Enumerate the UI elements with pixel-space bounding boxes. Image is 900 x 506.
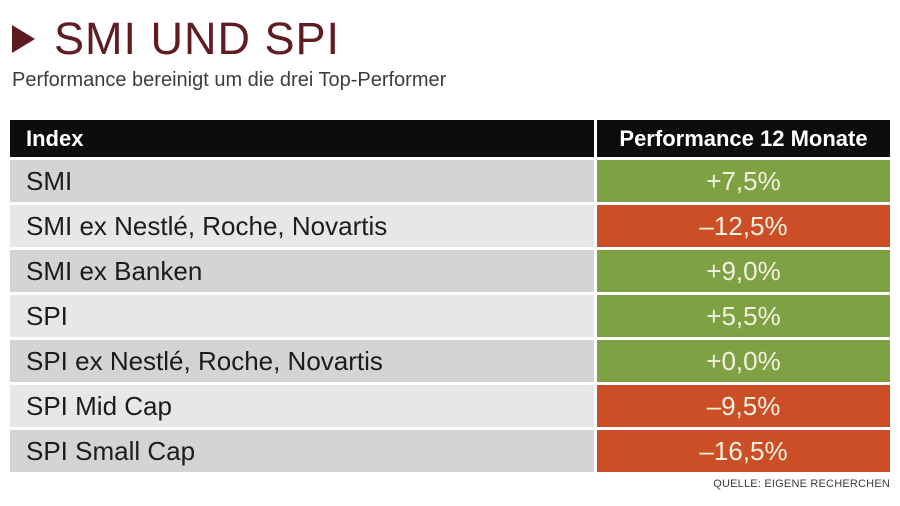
masthead: SMI UND SPI [12, 16, 340, 61]
page-title: SMI UND SPI [54, 13, 341, 64]
table-row: SPI +5,5% [10, 295, 890, 337]
performance-table: Index Performance 12 Monate SMI +7,5% SM… [10, 120, 890, 475]
performance-value: +5,5% [597, 295, 890, 337]
column-header-index: Index [10, 120, 594, 157]
table-row: SMI ex Nestlé, Roche, Novartis –12,5% [10, 205, 890, 247]
performance-value: –16,5% [597, 430, 890, 472]
index-label: SMI ex Banken [10, 250, 594, 292]
performance-value: +7,5% [597, 160, 890, 202]
table-header: Index Performance 12 Monate [10, 120, 890, 157]
table-row: SMI ex Banken +9,0% [10, 250, 890, 292]
index-label: SPI [10, 295, 594, 337]
table-body: SMI +7,5% SMI ex Nestlé, Roche, Novartis… [10, 160, 890, 472]
table-row: SPI ex Nestlé, Roche, Novartis +0,0% [10, 340, 890, 382]
source-note: QUELLE: EIGENE RECHERCHEN [713, 478, 890, 490]
performance-value: –9,5% [597, 385, 890, 427]
page-subtitle: Performance bereinigt um die drei Top-Pe… [12, 69, 447, 91]
table-row: SPI Mid Cap –9,5% [10, 385, 890, 427]
column-header-performance: Performance 12 Monate [597, 120, 890, 157]
performance-value: +0,0% [597, 340, 890, 382]
title-marker-triangle-icon [12, 24, 35, 53]
index-label: SMI [10, 160, 594, 202]
index-label: SPI Small Cap [10, 430, 594, 472]
index-label: SPI Mid Cap [10, 385, 594, 427]
performance-value: +9,0% [597, 250, 890, 292]
index-label: SPI ex Nestlé, Roche, Novartis [10, 340, 594, 382]
index-label: SMI ex Nestlé, Roche, Novartis [10, 205, 594, 247]
table-header-row: Index Performance 12 Monate [10, 120, 890, 157]
table-row: SPI Small Cap –16,5% [10, 430, 890, 472]
performance-value: –12,5% [597, 205, 890, 247]
table-row: SMI +7,5% [10, 160, 890, 202]
